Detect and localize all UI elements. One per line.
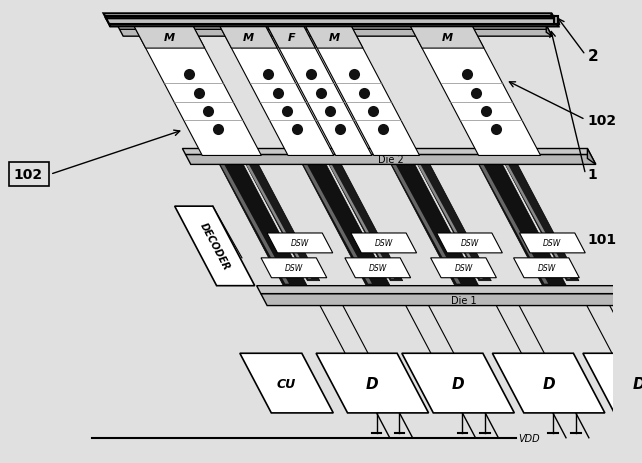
Text: 2: 2 (587, 49, 598, 63)
Text: 101: 101 (587, 232, 616, 246)
Polygon shape (546, 26, 552, 37)
Polygon shape (106, 19, 558, 27)
Polygon shape (388, 157, 460, 284)
Text: DSW: DSW (291, 239, 309, 248)
Polygon shape (267, 233, 333, 253)
Polygon shape (261, 294, 642, 306)
Polygon shape (416, 162, 483, 279)
Text: D: D (366, 376, 379, 391)
Polygon shape (351, 233, 417, 253)
Text: D: D (633, 376, 642, 391)
Polygon shape (175, 206, 255, 286)
Polygon shape (503, 160, 579, 281)
Polygon shape (475, 157, 548, 284)
Text: 102: 102 (13, 168, 42, 182)
Text: DSW: DSW (369, 264, 387, 273)
Text: DSW: DSW (543, 239, 562, 248)
Text: DSW: DSW (460, 239, 478, 248)
Polygon shape (216, 157, 289, 284)
Polygon shape (551, 14, 558, 27)
Text: Die 2: Die 2 (377, 155, 404, 165)
Polygon shape (243, 160, 320, 281)
Polygon shape (186, 155, 596, 165)
Bar (554, 17, 558, 25)
Text: DSW: DSW (537, 264, 555, 273)
Polygon shape (519, 233, 586, 253)
Polygon shape (503, 162, 570, 279)
Polygon shape (261, 258, 327, 278)
Text: DSW: DSW (374, 239, 393, 248)
Polygon shape (134, 27, 261, 156)
Polygon shape (306, 27, 363, 49)
Polygon shape (257, 286, 642, 294)
Text: 1: 1 (587, 168, 597, 182)
Polygon shape (402, 353, 514, 413)
Polygon shape (268, 27, 315, 49)
Polygon shape (214, 155, 307, 286)
Text: M: M (243, 33, 254, 43)
Polygon shape (297, 155, 390, 286)
Polygon shape (316, 353, 429, 413)
Polygon shape (306, 27, 419, 156)
Polygon shape (106, 19, 558, 27)
Polygon shape (117, 26, 548, 30)
Polygon shape (245, 162, 311, 279)
Polygon shape (240, 353, 333, 413)
Polygon shape (410, 27, 541, 156)
Polygon shape (386, 155, 479, 286)
Text: F: F (288, 33, 295, 43)
Text: M: M (442, 33, 453, 43)
Polygon shape (299, 157, 372, 284)
Polygon shape (326, 160, 403, 281)
Text: VDD: VDD (518, 433, 539, 443)
Text: M: M (164, 33, 175, 43)
Polygon shape (119, 30, 552, 37)
Text: D: D (542, 376, 555, 391)
Polygon shape (492, 353, 605, 413)
Bar (9, 163, 49, 187)
Polygon shape (268, 27, 372, 156)
Text: DECODER: DECODER (198, 221, 231, 272)
Polygon shape (415, 160, 491, 281)
Polygon shape (134, 27, 205, 49)
Polygon shape (119, 21, 541, 26)
Polygon shape (220, 27, 334, 156)
Polygon shape (220, 27, 277, 49)
Polygon shape (431, 258, 496, 278)
Polygon shape (583, 353, 642, 413)
Polygon shape (437, 233, 502, 253)
Polygon shape (587, 149, 596, 165)
Polygon shape (514, 258, 579, 278)
Text: DSW: DSW (455, 264, 473, 273)
Text: DSW: DSW (285, 264, 303, 273)
Polygon shape (473, 155, 566, 286)
Text: Die 1: Die 1 (451, 295, 477, 305)
Text: D: D (452, 376, 464, 391)
Polygon shape (410, 27, 484, 49)
Text: CU: CU (277, 377, 296, 390)
Polygon shape (345, 258, 411, 278)
Text: 102: 102 (587, 113, 616, 127)
Polygon shape (103, 14, 554, 19)
Text: M: M (329, 33, 340, 43)
Polygon shape (327, 162, 394, 279)
Polygon shape (182, 149, 591, 155)
